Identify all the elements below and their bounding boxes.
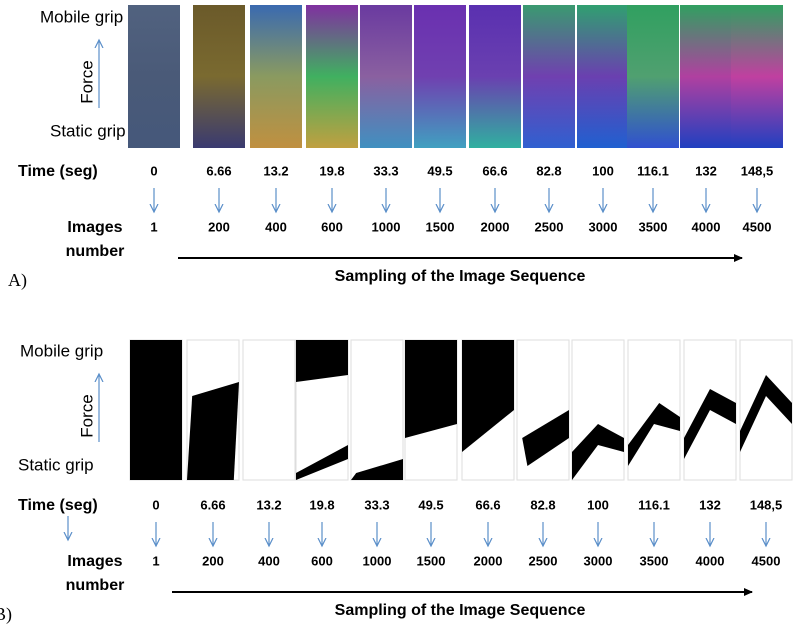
time-value: 100 [592,163,614,178]
time-value: 49.5 [418,497,443,512]
image-number: 3000 [584,553,613,568]
images-label: Images [67,553,122,570]
time-value: 132 [695,163,717,178]
panel-label: A) [8,270,27,291]
specimen-image [128,5,180,148]
time-value: 13.2 [256,497,281,512]
image-number: 1500 [417,553,446,568]
specimen-pattern [572,424,624,480]
time-value: 0 [152,497,159,512]
time-value: 148,5 [741,163,774,178]
time-value: 116.1 [637,163,669,178]
time-value: 82.8 [536,163,561,178]
time-value: 13.2 [263,163,288,178]
image-number: 1000 [363,553,392,568]
image-number: 2000 [474,553,503,568]
specimen-pattern [628,403,680,466]
image-number: 1000 [372,219,401,234]
specimen-image [731,5,783,148]
specimen-image [469,5,521,148]
specimen-image [523,5,575,148]
mobile-grip-label: Mobile grip [40,7,123,26]
image-number: 200 [202,553,224,568]
image-number: 400 [265,219,287,234]
specimen-image [577,5,629,148]
specimen-image [627,5,679,148]
mobile-grip-label: Mobile grip [20,341,103,360]
time-value: 33.3 [373,163,398,178]
image-number: 4500 [752,553,781,568]
specimen-pattern [462,340,514,452]
time-value: 19.8 [309,497,334,512]
panel-label: B) [0,604,12,624]
specimen-image [627,339,681,481]
time-value: 49.5 [427,163,452,178]
time-value: 100 [587,497,609,512]
specimen-pattern [296,340,348,480]
specimen-pattern [522,410,569,466]
image-number: 3000 [589,219,618,234]
image-number: 400 [258,553,280,568]
image-number: 1 [152,553,159,568]
time-value: 6.66 [200,497,225,512]
time-value: 19.8 [319,163,344,178]
specimen-pattern [351,459,403,480]
time-value: 132 [699,497,721,512]
specimen-pattern [405,340,457,438]
force-label: Force [77,60,96,103]
specimen-pattern [187,382,239,480]
specimen-image [250,5,302,148]
specimen-image [516,339,570,481]
specimen-image [350,339,404,481]
image-number: 2000 [481,219,510,234]
time-value: 116.1 [638,497,670,512]
image-number: 600 [311,553,333,568]
time-value: 148,5 [750,497,783,512]
image-number: 1 [150,219,157,234]
time-value: 66.6 [482,163,507,178]
time-value: 82.8 [530,497,555,512]
sampling-label: Sampling of the Image Sequence [335,268,586,285]
specimen-image [193,5,245,148]
image-number: 3500 [640,553,669,568]
specimen-image [414,5,466,148]
static-grip-label: Static grip [50,121,126,140]
force-label: Force [77,394,96,437]
time-label: Time (seg) [18,163,98,180]
image-number: 4500 [743,219,772,234]
image-number: 3500 [639,219,668,234]
specimen-pattern [740,375,792,452]
time-value: 33.3 [364,497,389,512]
image-number: 4000 [692,219,721,234]
specimen-image [242,339,296,481]
number-label: number [66,577,125,594]
images-label: Images [67,219,122,236]
image-number: 2500 [529,553,558,568]
image-number: 200 [208,219,230,234]
sampling-label: Sampling of the Image Sequence [335,602,586,619]
static-grip-label: Static grip [18,455,94,474]
specimen-image [680,5,732,148]
time-value: 6.66 [206,163,231,178]
time-value: 0 [150,163,157,178]
specimen-image [306,5,358,148]
time-value: 66.6 [475,497,500,512]
specimen-image [360,5,412,148]
time-label: Time (seg) [18,497,98,514]
image-number: 600 [321,219,343,234]
number-label: number [66,243,125,260]
image-number: 2500 [535,219,564,234]
specimen-pattern [684,389,736,459]
specimen-pattern [130,340,182,480]
image-number: 1500 [426,219,455,234]
image-number: 4000 [696,553,725,568]
